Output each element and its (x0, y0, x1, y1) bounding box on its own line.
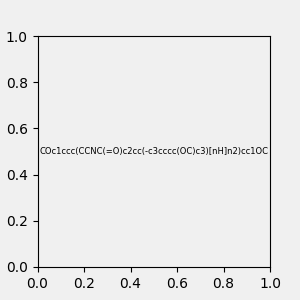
Text: COc1ccc(CCNC(=O)c2cc(-c3cccc(OC)c3)[nH]n2)cc1OC: COc1ccc(CCNC(=O)c2cc(-c3cccc(OC)c3)[nH]n… (39, 147, 268, 156)
